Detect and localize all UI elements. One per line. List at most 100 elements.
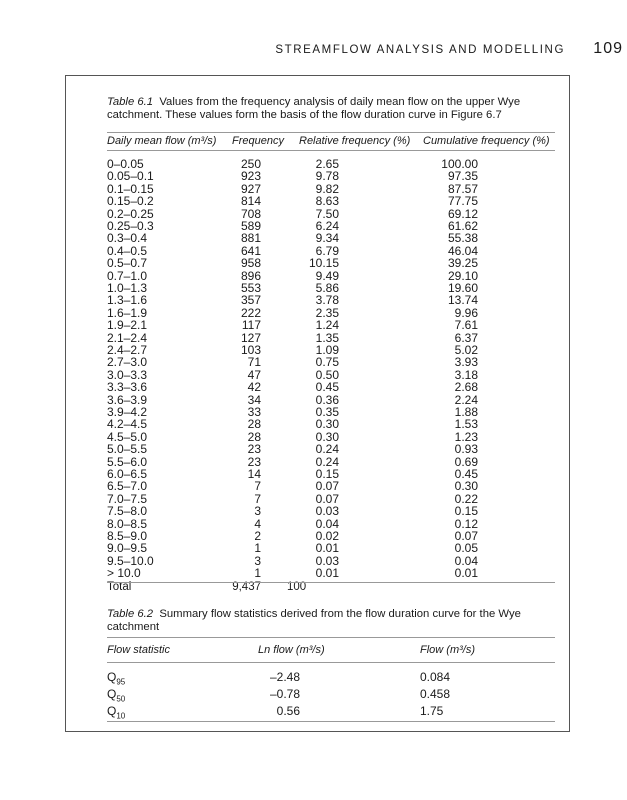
cumulative-frequency: 1.23 — [454, 429, 478, 444]
table1-header-relative: Relative frequency (%) — [299, 135, 411, 147]
cumulative-frequency: 39.25 — [447, 256, 478, 271]
table2-header-flow: Flow (m³/s) — [420, 644, 475, 656]
flow-range: 4.5–5.0 — [107, 429, 148, 444]
table1-header-cumulative: Cumulative frequency (%) — [423, 135, 550, 147]
frequency: 589 — [240, 219, 261, 233]
relative-frequency: 0.04 — [315, 516, 339, 531]
table2-header-ln-flow: Ln flow (m³/s) — [258, 644, 325, 656]
table2-label: Table 6.2 — [107, 608, 154, 620]
frequency: 927 — [240, 181, 261, 196]
flow: 0.084 — [420, 670, 451, 684]
cumulative-frequency: 0.12 — [454, 516, 478, 531]
flow-range: 2.7–3.0 — [107, 355, 148, 370]
flow-range: 0.5–0.7 — [107, 256, 148, 271]
relative-frequency: 0.01 — [315, 541, 339, 556]
table-row: 7.5–8.0 3 0.03 0.15 — [107, 504, 547, 519]
flow-range: 0.1–0.15 — [107, 181, 154, 196]
table-row: 0.15–0.2 814 8.63 77.75 — [107, 194, 547, 209]
cumulative-frequency: 1.53 — [454, 417, 478, 432]
relative-frequency: 0.45 — [315, 380, 339, 395]
tables-frame: Table 6.1 Values from the frequency anal… — [65, 75, 570, 732]
cumulative-frequency: 3.18 — [454, 367, 478, 382]
frequency: 1 — [254, 566, 261, 581]
relative-frequency: 0.24 — [315, 442, 339, 457]
relative-frequency: 6.79 — [315, 243, 339, 258]
frequency: 28 — [247, 429, 261, 444]
flow-range: 7.5–8.0 — [107, 504, 148, 519]
relative-frequency: 8.63 — [315, 194, 339, 209]
relative-frequency: 10.15 — [308, 256, 339, 271]
relative-frequency: 0.07 — [315, 491, 339, 506]
frequency: 923 — [240, 169, 261, 184]
flow-range: Total — [107, 581, 132, 594]
relative-frequency: 1.35 — [315, 330, 339, 345]
cumulative-frequency: 0.30 — [454, 479, 478, 494]
table1-label: Table 6.1 — [107, 96, 154, 108]
relative-frequency: 100 — [287, 581, 307, 594]
frequency: 4 — [254, 516, 261, 531]
table2-caption: Table 6.2 Summary flow statistics derive… — [107, 608, 527, 634]
cumulative-frequency: 69.12 — [447, 206, 478, 221]
flow-statistic: Q95 — [107, 670, 125, 686]
table-row: 9.0–9.5 1 0.01 0.05 — [107, 541, 547, 556]
table-row: 3.0–3.3 47 0.50 3.18 — [107, 367, 547, 382]
relative-frequency: 2.35 — [315, 305, 339, 320]
table-row: 0.5–0.7 958 10.15 39.25 — [107, 256, 547, 271]
relative-frequency: 0.01 — [315, 566, 339, 581]
flow-range: 0.05–0.1 — [107, 169, 154, 184]
cumulative-frequency: 0.05 — [454, 541, 478, 556]
table1-header-frequency: Frequency — [232, 135, 284, 147]
flow-range: 0.3–0.4 — [107, 231, 148, 246]
flow-range: 9.5–10.0 — [107, 553, 154, 568]
cumulative-frequency: 2.68 — [454, 380, 478, 395]
frequency: 42 — [247, 380, 261, 395]
table-row: 2.7–3.0 71 0.75 3.93 — [107, 355, 547, 370]
frequency: 881 — [240, 231, 261, 246]
table1-caption: Table 6.1 Values from the frequency anal… — [107, 96, 527, 122]
frequency: 250 — [240, 157, 261, 171]
frequency: 71 — [247, 355, 261, 370]
flow-range: 1.0–1.3 — [107, 281, 148, 295]
cumulative-frequency: 46.04 — [447, 243, 478, 258]
cumulative-frequency: 100.00 — [441, 157, 478, 171]
relative-frequency: 9.49 — [315, 268, 339, 283]
cumulative-frequency: 0.22 — [454, 491, 478, 506]
flow-range: 0.2–0.25 — [107, 206, 154, 221]
table-row: 7.0–7.5 7 0.07 0.22 — [107, 491, 547, 506]
flow-statistic: Q50 — [107, 687, 125, 703]
cumulative-frequency: 0.93 — [454, 442, 478, 457]
flow-range: 4.2–4.5 — [107, 417, 148, 432]
frequency: 896 — [240, 268, 261, 283]
relative-frequency: 0.30 — [315, 417, 339, 432]
statistic-subscript: 95 — [116, 677, 126, 687]
frequency: 3 — [254, 553, 261, 568]
frequency: 28 — [247, 417, 261, 432]
statistic-symbol: Q — [107, 670, 117, 684]
table-row: 8.0–8.5 4 0.04 0.12 — [107, 516, 547, 531]
flow-range: 3.9–4.2 — [107, 405, 148, 419]
frequency: 7 — [254, 479, 261, 494]
table-row: 5.5–6.0 23 0.24 0.69 — [107, 455, 547, 468]
running-head: STREAMFLOW ANALYSIS AND MODELLING — [275, 44, 565, 56]
relative-frequency: 2.65 — [315, 157, 339, 171]
table-row: 1.9–2.1 117 1.24 7.61 — [107, 318, 547, 333]
cumulative-frequency: 1.88 — [454, 405, 478, 419]
flow-range: 5.0–5.5 — [107, 442, 148, 457]
cumulative-frequency: 87.57 — [447, 181, 478, 196]
table-row: > 10.0 1 0.01 0.01 — [107, 566, 547, 581]
flow-statistic: Q10 — [107, 704, 125, 720]
statistic-subscript: 50 — [116, 694, 126, 704]
cumulative-frequency: 6.37 — [454, 330, 478, 345]
flow-range: 8.0–8.5 — [107, 516, 148, 531]
divider — [107, 637, 555, 638]
frequency: 117 — [241, 318, 261, 333]
frequency: 3 — [254, 504, 261, 519]
flow-range: > 10.0 — [107, 566, 141, 581]
table-row: 1.0–1.3 553 5.86 19.60 — [107, 281, 547, 295]
relative-frequency: 1.24 — [315, 318, 339, 333]
cumulative-frequency: 29.10 — [447, 268, 478, 283]
cumulative-frequency: 0.07 — [454, 529, 478, 543]
cumulative-frequency: 0.15 — [454, 504, 478, 519]
frequency: 7 — [254, 491, 261, 506]
table-row: 4.2–4.5 28 0.30 1.53 — [107, 417, 547, 432]
